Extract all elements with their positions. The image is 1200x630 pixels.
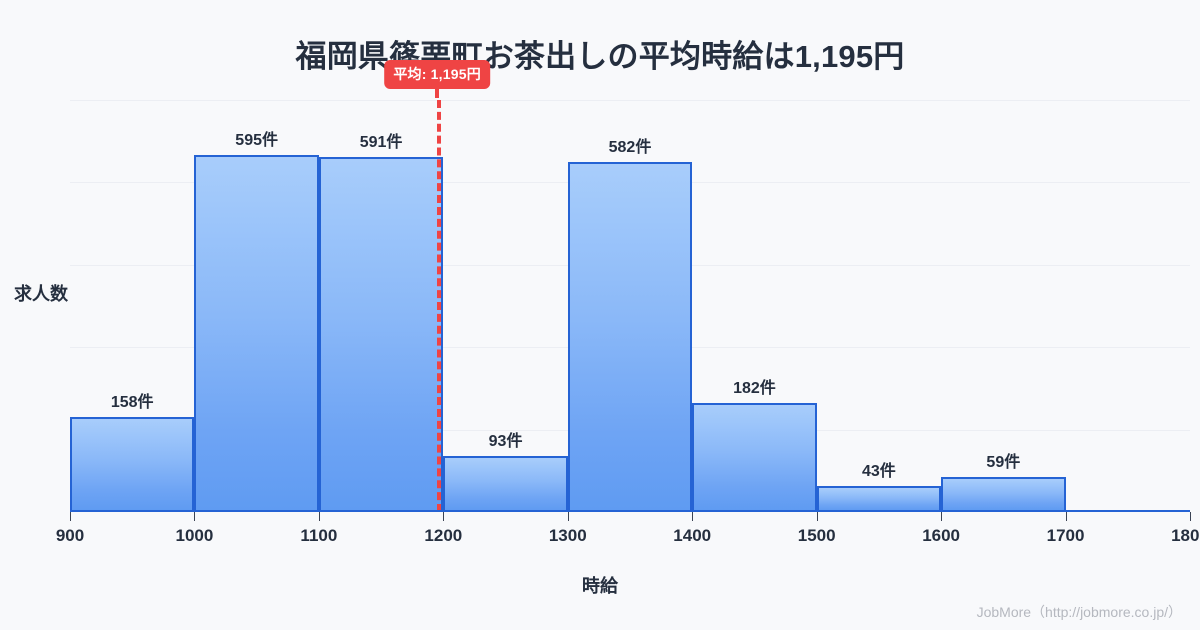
x-axis-title: 時給 <box>582 576 618 596</box>
x-axis-tick <box>816 512 818 521</box>
bar-value-label: 43件 <box>861 463 896 481</box>
watermark-footer: JobMore（http://jobmore.co.jp/） <box>976 604 1182 620</box>
x-axis-tick <box>194 512 196 521</box>
x-axis-tick-label: 1000 <box>175 526 214 545</box>
x-axis-tick <box>318 512 320 521</box>
x-axis-tick-label: 900 <box>55 526 85 545</box>
bar-value-label: 582件 <box>608 139 652 157</box>
gridline <box>70 100 1190 101</box>
x-axis-tick <box>1190 512 1191 521</box>
x-axis-line <box>70 510 1190 512</box>
x-axis-tick <box>567 512 569 521</box>
x-axis-tick <box>70 512 71 521</box>
x-axis-tick-label: 1400 <box>673 526 712 545</box>
chart-plot-area: 158件 595件 591件 93件 582件 182件 43件 59件 平均: 1,195円… <box>56 60 1200 545</box>
histogram-bar <box>567 162 693 512</box>
average-line-stub <box>435 88 440 98</box>
page-title: 福岡県篠栗町お茶出しの平均時給は1,195円 <box>295 39 905 74</box>
bar-value-label: 595件 <box>235 131 278 149</box>
x-axis-tick <box>941 512 943 521</box>
x-axis-tick-label: 1800 <box>1171 526 1200 545</box>
x-axis-tick <box>443 512 445 521</box>
x-axis-tick-label: 1100 <box>300 526 338 545</box>
x-axis-tick-label: 1300 <box>548 526 587 545</box>
histogram-bar <box>70 417 195 512</box>
x-axis-tick <box>1065 512 1067 521</box>
x-axis-tick-label: 1500 <box>797 526 836 545</box>
bar-value-label: 591件 <box>359 134 403 152</box>
bar-value-label: 93件 <box>488 433 523 451</box>
histogram-bar <box>941 476 1066 512</box>
histogram-bar <box>194 154 319 512</box>
x-axis-tick-label: 1200 <box>424 526 463 545</box>
bar-value-label: 59件 <box>986 453 1021 471</box>
y-axis-title: 求人数 <box>14 284 68 304</box>
histogram-bar <box>816 486 942 512</box>
bar-value-label: 182件 <box>733 379 776 397</box>
histogram-bar <box>692 402 817 512</box>
x-axis-tick <box>692 512 694 521</box>
average-badge: 平均: 1,195円 <box>384 60 490 89</box>
x-axis-tick-label: 1600 <box>922 526 961 545</box>
average-dashed-line <box>437 100 442 512</box>
bar-value-label: 158件 <box>110 394 154 412</box>
histogram-bar <box>318 157 444 512</box>
histogram-bar <box>443 456 568 512</box>
x-axis-tick-label: 1700 <box>1046 526 1085 545</box>
